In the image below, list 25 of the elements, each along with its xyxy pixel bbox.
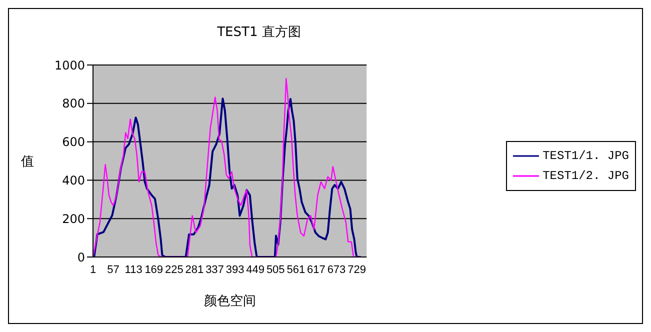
x-tick-label: 1 [90, 264, 96, 276]
x-tick-label: 561 [286, 264, 306, 276]
legend-label: TEST1/1. JPG [542, 149, 629, 163]
y-tick-label: 0 [77, 250, 85, 264]
y-tick-label: 400 [62, 173, 85, 188]
x-tick-label: 113 [124, 264, 142, 276]
chart-title: TEST1 直方图 [216, 24, 302, 41]
y-axis-title: 值 [21, 154, 34, 170]
x-tick-label: 393 [226, 264, 244, 276]
x-tick-label: 337 [206, 264, 224, 276]
y-tick-label: 800 [62, 96, 85, 111]
x-tick-label: 225 [164, 264, 184, 276]
y-tick-label: 1000 [54, 58, 85, 72]
x-tick-label: 57 [107, 264, 120, 276]
x-tick-label: 505 [266, 264, 285, 276]
x-tick-label: 617 [307, 264, 326, 276]
x-tick-label: 673 [327, 264, 346, 276]
x-tick-label: 729 [348, 264, 366, 276]
x-tick-label: 281 [185, 264, 204, 276]
x-tick-label: 169 [144, 264, 164, 276]
x-tick-label: 449 [246, 264, 265, 276]
legend-label: TEST1/2. JPG [542, 169, 629, 183]
x-axis-title: 颜色空间 [204, 294, 256, 309]
y-tick-label: 600 [62, 135, 85, 150]
y-tick-label: 200 [62, 212, 85, 226]
